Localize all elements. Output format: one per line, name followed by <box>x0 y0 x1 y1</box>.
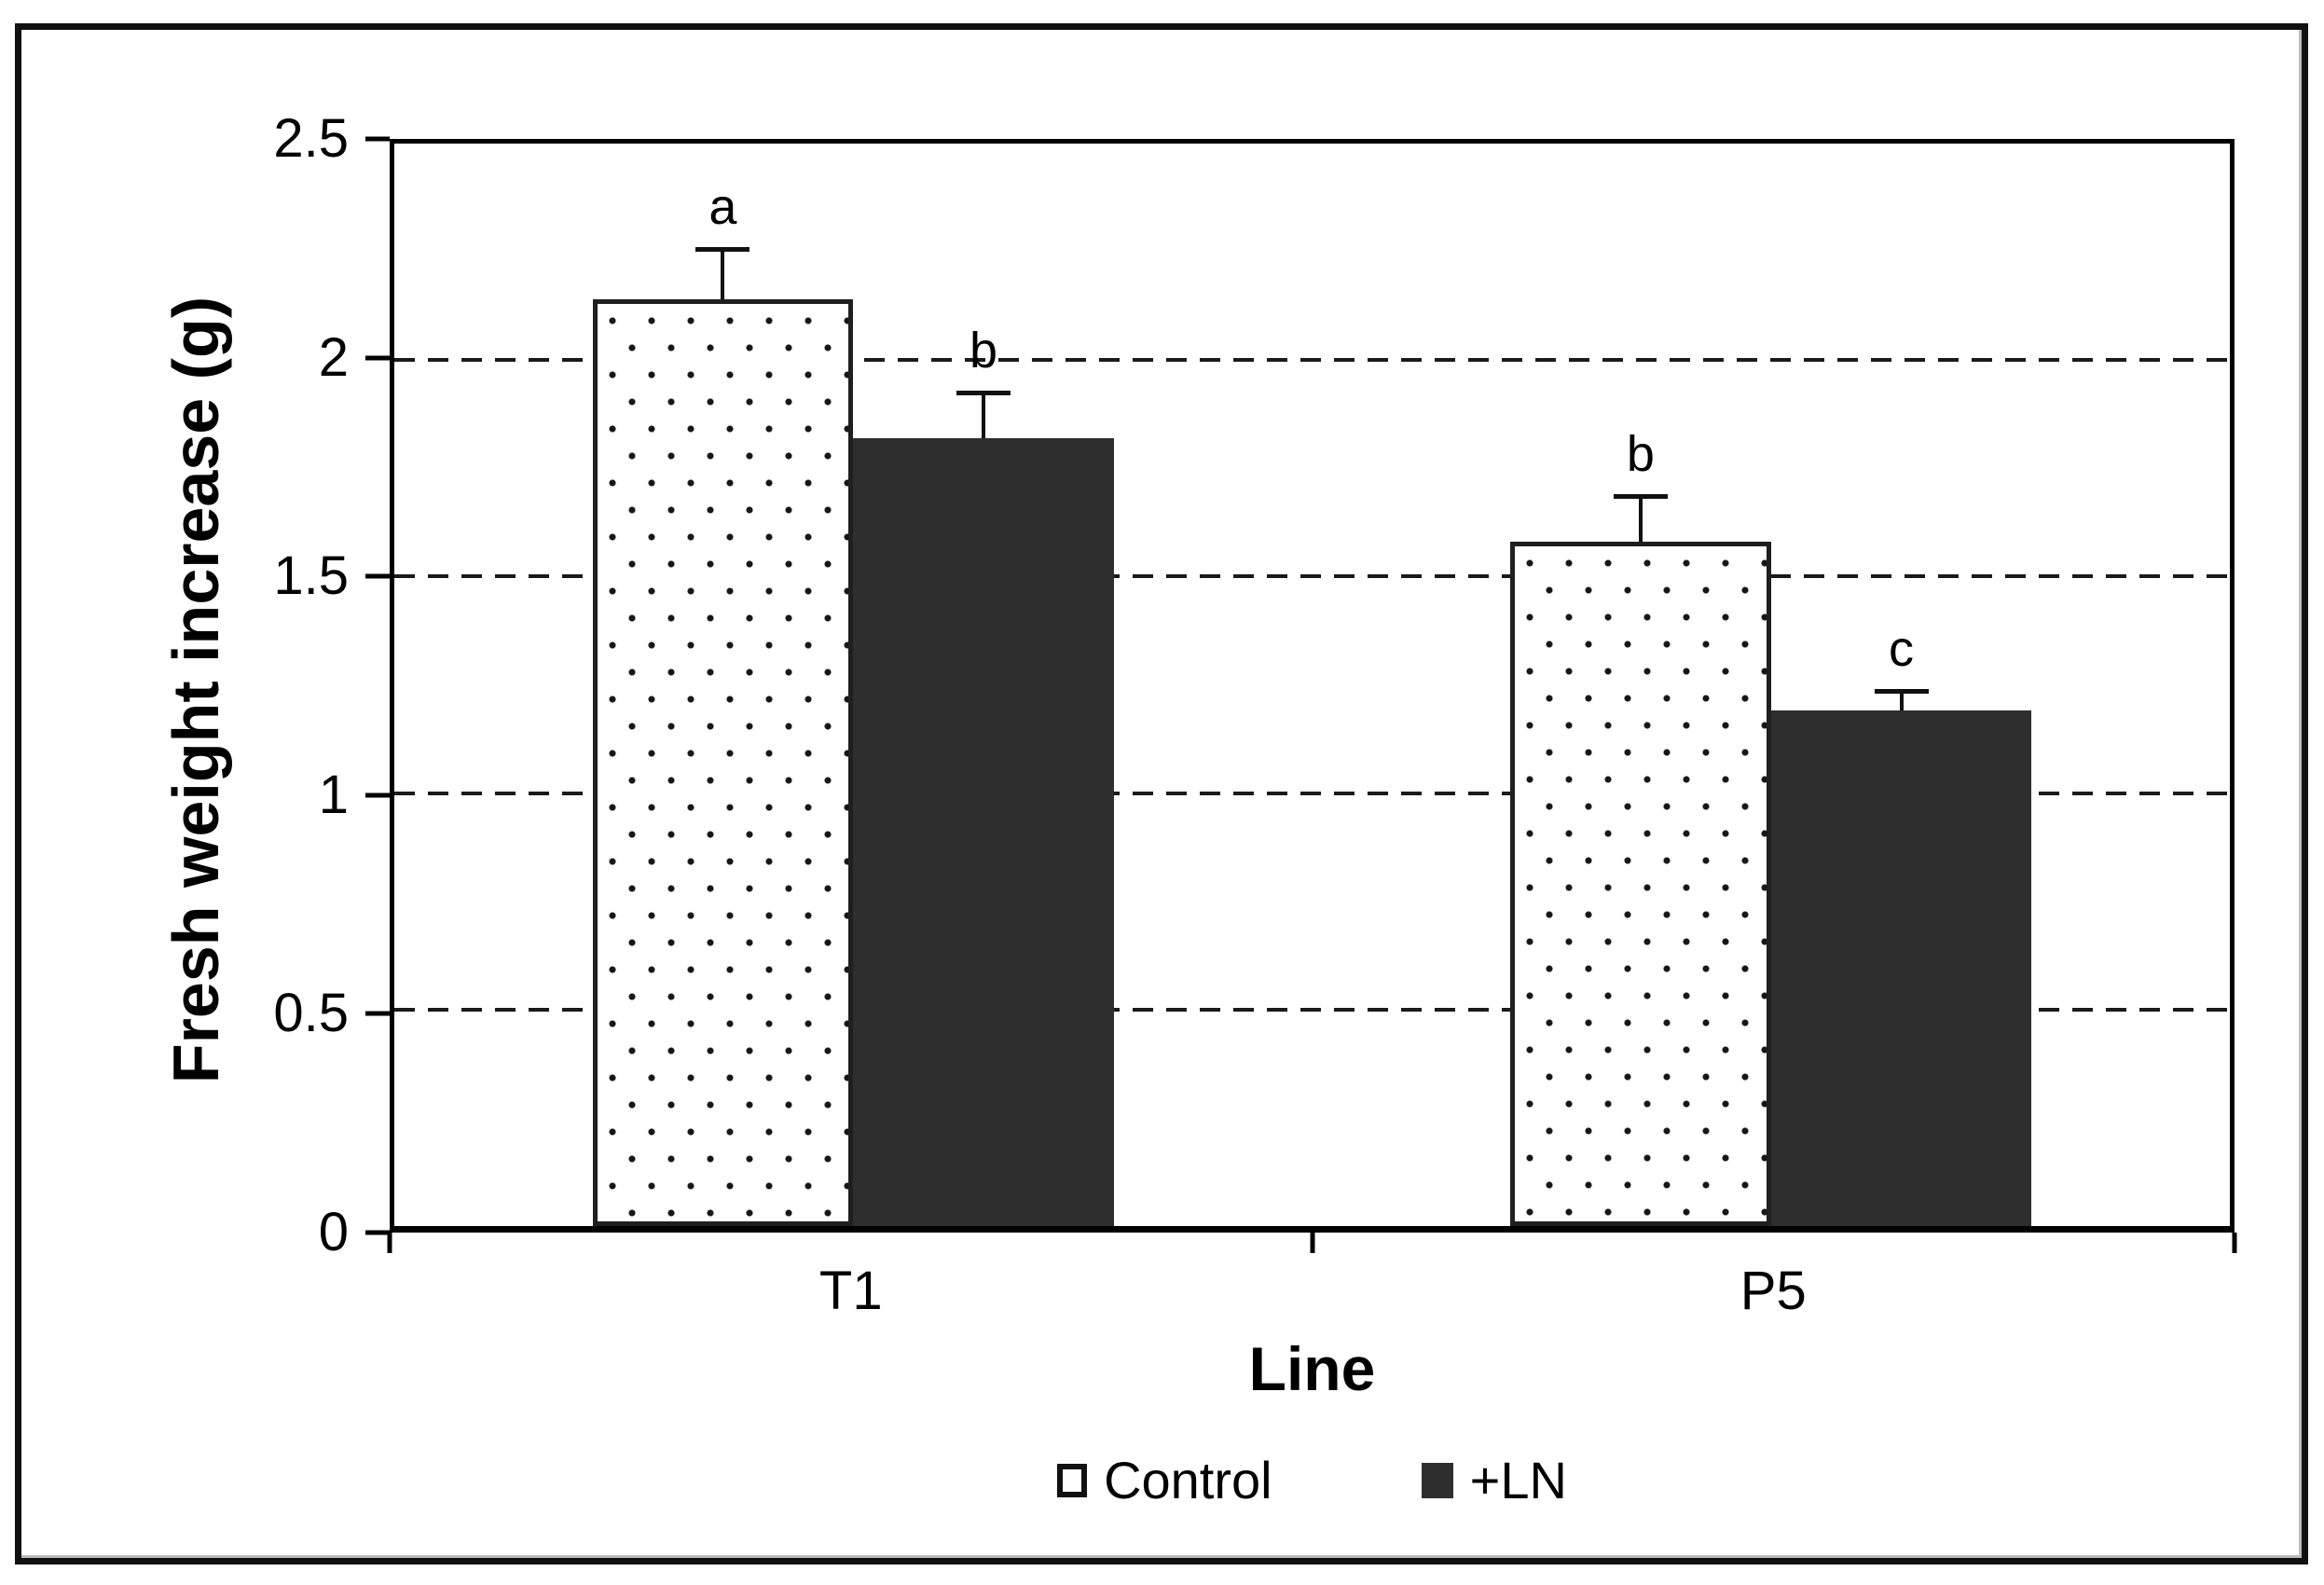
legend-item-control: Control <box>1057 1454 1272 1507</box>
legend-label-control: Control <box>1104 1451 1272 1509</box>
bar-+LN-T1 <box>853 437 1114 1226</box>
bars-layer: a b b c <box>394 144 2230 1226</box>
sig-letter-+LN-P5: c <box>1889 621 1915 678</box>
error-bar-Control-P5 <box>1638 494 1643 543</box>
y-tick-label-0.5: 0.5 <box>273 983 349 1044</box>
error-cap-+LN-P5 <box>1874 689 1929 695</box>
y-tick-1 <box>365 792 390 798</box>
x-tick-0 <box>387 1233 392 1253</box>
ln-swatch-icon <box>1421 1463 1453 1498</box>
x-axis-layer: T1 P5 <box>387 139 2237 1318</box>
bar-Control-P5 <box>1510 542 1771 1226</box>
legend-item-ln: +LN <box>1421 1451 1567 1509</box>
error-cap-+LN-T1 <box>956 390 1011 395</box>
x-category-label-T1: T1 <box>818 1261 883 1321</box>
x-tick-50 <box>1310 1233 1314 1253</box>
legend-label-ln: +LN <box>1469 1451 1567 1509</box>
y-tick-1.5 <box>365 573 390 579</box>
y-tick-label-0: 0 <box>318 1202 349 1262</box>
x-axis-title: Line <box>1248 1334 1376 1403</box>
y-tick-label-2: 2 <box>318 326 349 388</box>
gridline-2 <box>394 358 2230 363</box>
y-tick-0.5 <box>365 1011 390 1016</box>
y-tick-2.5 <box>365 136 390 142</box>
error-bar-Control-T1 <box>721 247 725 300</box>
bar-Control-T1 <box>592 299 854 1226</box>
y-tick-label-1: 1 <box>318 764 349 825</box>
control-swatch-icon <box>1057 1464 1088 1497</box>
plot-area: a b b c <box>390 139 2235 1233</box>
error-bar-+LN-P5 <box>1899 689 1904 711</box>
gridline-1 <box>394 791 2230 795</box>
y-tick-2 <box>365 355 390 361</box>
gridline-0.5 <box>394 1007 2230 1012</box>
error-cap-Control-P5 <box>1613 494 1668 500</box>
error-cap-Control-T1 <box>695 247 750 253</box>
x-tick-100 <box>2232 1233 2237 1253</box>
y-tick-label-2.5: 2.5 <box>273 108 349 169</box>
sig-letter-+LN-T1: b <box>969 322 998 379</box>
gridline-1.5 <box>394 574 2230 579</box>
error-bar-+LN-T1 <box>982 390 986 438</box>
bar-+LN-P5 <box>1770 710 2032 1226</box>
sig-letter-Control-T1: a <box>708 179 737 236</box>
y-axis-title: Fresh weight increase (g) <box>159 296 232 1084</box>
gridlines-layer <box>394 144 2230 1226</box>
y-tick-label-1.5: 1.5 <box>273 545 349 607</box>
sig-letter-Control-P5: b <box>1626 426 1655 483</box>
y-tick-0 <box>365 1230 390 1235</box>
x-category-label-P5: P5 <box>1740 1261 1807 1321</box>
y-axis-layer: 0 0.5 1 1.5 2 2.5 <box>273 112 2235 1260</box>
legend: Control +LN <box>390 1454 2235 1507</box>
